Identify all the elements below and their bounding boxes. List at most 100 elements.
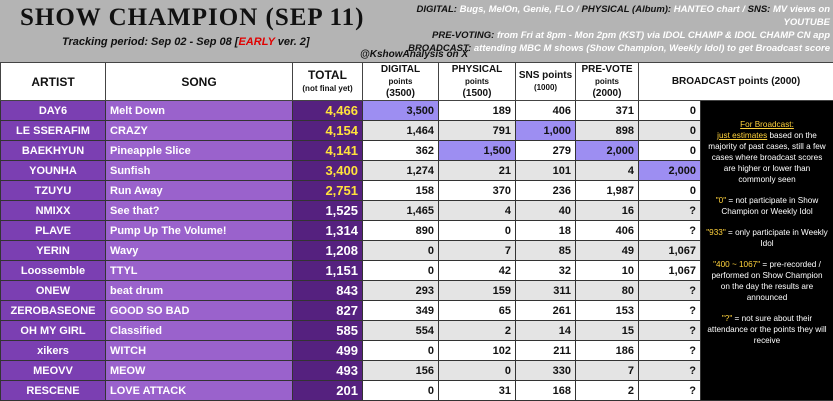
cell: ONEW [1,281,106,301]
cell: ? [639,321,701,341]
cell: Melt Down [106,101,293,121]
cell: 158 [363,181,439,201]
cell: 0 [639,101,701,121]
cell: 211 [516,341,576,361]
cell: 406 [576,221,639,241]
cell: Run Away [106,181,293,201]
cell: RESCENE [1,381,106,401]
cell: ? [639,301,701,321]
cell: 311 [516,281,576,301]
note-text: = only participate in Weekly Idol [726,228,828,248]
note-key: "0" [716,196,726,205]
header-line: points [595,77,619,86]
column-header: SNS points(1000) [516,63,576,101]
info-text: from Fri at 8pm - Mon 2pm (KST) via IDOL… [497,30,830,41]
cell: 186 [576,341,639,361]
note: "400 ~ 1067" = pre-recorded / performed … [706,259,828,303]
cell: 827 [293,301,363,321]
cell: 1,067 [639,261,701,281]
cell: GOOD SO BAD [106,301,293,321]
cell: ? [639,361,701,381]
cell: 2 [576,381,639,401]
note-text: = not participate in Show Champion or We… [721,196,818,216]
cell: YERIN [1,241,106,261]
cell: 0 [639,121,701,141]
cell: 2,000 [639,161,701,181]
cell: 2,000 [576,141,639,161]
cell: 189 [439,101,516,121]
info-label: SNS: [748,4,771,15]
cell: 4,141 [293,141,363,161]
cell: 80 [576,281,639,301]
info-line: PRE-VOTING: from Fri at 8pm - Mon 2pm (K… [380,29,830,42]
cell: 1,500 [439,141,516,161]
column-header: ARTIST [1,63,106,101]
tracking-text: Tracking period: Sep 02 - Sep 08 [ [62,36,238,48]
cell: 3,400 [293,161,363,181]
cell: 0 [363,241,439,261]
cell: 4 [576,161,639,181]
cell: 1,987 [576,181,639,201]
cell: 4 [439,201,516,221]
cell: 201 [293,381,363,401]
cell: 168 [516,381,576,401]
cell: 102 [439,341,516,361]
header-line: SONG [181,75,216,89]
cell: 101 [516,161,576,181]
note-key: "400 ~ 1067" [713,260,760,269]
cell: LE SSERAFIM [1,121,106,141]
cell: TZUYU [1,181,106,201]
header-line: ARTIST [31,75,74,89]
cell: See that? [106,201,293,221]
cell: ? [639,381,701,401]
header-line: DIGITAL [381,64,420,75]
cell: DAY6 [1,101,106,121]
tracking-text: ver. 2] [275,36,310,48]
cell: ? [639,201,701,221]
cell: 16 [576,201,639,221]
cell: WITCH [106,341,293,361]
cell: 0 [363,381,439,401]
header-line: BROADCAST points (2000) [672,76,800,87]
tracking-early: EARLY [238,36,274,48]
cell: Sunfish [106,161,293,181]
cell: 499 [293,341,363,361]
cell: 1,067 [639,241,701,261]
header-line: SNS points [519,70,572,81]
cell: CRAZY [106,121,293,141]
cell: 1,208 [293,241,363,261]
cell: 293 [363,281,439,301]
header-line: points [389,77,413,86]
cell: 14 [516,321,576,341]
column-header: TOTAL(not final yet) [293,63,363,101]
cell: 156 [363,361,439,381]
cell: 843 [293,281,363,301]
cell: 153 [576,301,639,321]
cell: 330 [516,361,576,381]
cell: ZEROBASEONE [1,301,106,321]
cell: xikers [1,341,106,361]
note: "?" = not sure about their attendance or… [706,313,828,346]
cell: ? [639,341,701,361]
cell: 362 [363,141,439,161]
score-table: ARTIST SONG TOTAL(not final yet) DIGITAL poi… [0,62,833,401]
cell: Loossemble [1,261,106,281]
cell: 42 [439,261,516,281]
cell: 65 [439,301,516,321]
cell: 371 [576,101,639,121]
cell: 10 [576,261,639,281]
cell: 1,151 [293,261,363,281]
header: SHOW CHAMPION (SEP 11) Tracking period: … [0,0,833,62]
cell: 21 [439,161,516,181]
header-line: points [465,77,489,86]
cell: 0 [639,181,701,201]
cell: 4,466 [293,101,363,121]
credit: @KshowAnalysis on X [360,49,468,60]
note-key: "933" [706,228,725,237]
cell: 49 [576,241,639,261]
cell: 0 [639,141,701,161]
info-text: attending MBC M shows (Show Champion, We… [474,43,830,54]
